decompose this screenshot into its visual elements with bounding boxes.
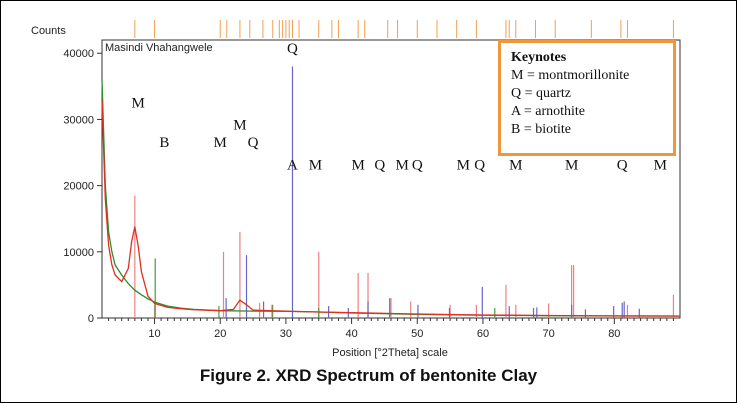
peak-label-11: Q (412, 158, 423, 174)
peak-label-1: B (159, 135, 169, 151)
x-tick-label-0: 10 (148, 328, 160, 340)
series-lines (101, 79, 681, 317)
peak-label-10: M (395, 158, 408, 174)
x-tick-label-2: 30 (280, 328, 292, 340)
x-tick-label-1: 20 (214, 328, 226, 340)
x-tick-label-7: 80 (608, 328, 620, 340)
y-tick-label-1: 10000 (63, 247, 94, 259)
peak-label-0: M (131, 96, 144, 112)
x-tick-label-4: 50 (411, 328, 423, 340)
x-tick-label-3: 40 (345, 328, 357, 340)
x-tick-label-5: 60 (477, 328, 489, 340)
peak-label-17: M (654, 158, 667, 174)
y-axis-label: Counts (31, 25, 66, 37)
series-line-1 (101, 99, 681, 317)
peak-label-2: M (214, 135, 227, 151)
y-tick-label-0: 0 (88, 313, 94, 325)
peak-label-6: A (287, 158, 298, 174)
peak-label-8: M (351, 158, 364, 174)
peak-label-5: Q (287, 41, 298, 57)
keynote-biotite: B = biotite (511, 122, 572, 137)
keynote-montmorillonite: M = montmorillonite (511, 68, 630, 83)
keynotes-box: Keynotes M = montmorillonite Q = quartz … (498, 40, 676, 156)
peak-label-3: M (233, 117, 246, 133)
y-tick-label-3: 30000 (63, 114, 94, 126)
keynote-quartz: Q = quartz (511, 86, 571, 101)
peak-label-13: Q (474, 158, 485, 174)
x-tick-label-6: 70 (543, 328, 555, 340)
peak-label-4: Q (248, 135, 259, 151)
peak-label-15: M (565, 158, 578, 174)
sample-label: Masindi Vhahangwele (105, 42, 213, 54)
peak-label-9: Q (374, 158, 385, 174)
y-tick-label-2: 20000 (63, 181, 94, 193)
peak-label-14: M (509, 158, 522, 174)
x-axis: 10 20 30 40 50 60 70 80 (108, 318, 674, 340)
x-axis-label: Position [°2Theta] scale (332, 347, 448, 359)
y-tick-label-4: 40000 (63, 48, 94, 60)
keynote-arnothite: A = arnothite (511, 104, 585, 119)
keynotes-title: Keynotes (511, 50, 567, 65)
peak-label-16: Q (617, 158, 628, 174)
peak-label-7: M (309, 158, 322, 174)
y-axis: 0 10000 20000 30000 40000 (63, 48, 102, 325)
top-peak-ticks (134, 20, 674, 38)
figure-caption: Figure 2. XRD Spectrum of bentonite Clay (199, 366, 538, 385)
peak-label-12: M (457, 158, 470, 174)
